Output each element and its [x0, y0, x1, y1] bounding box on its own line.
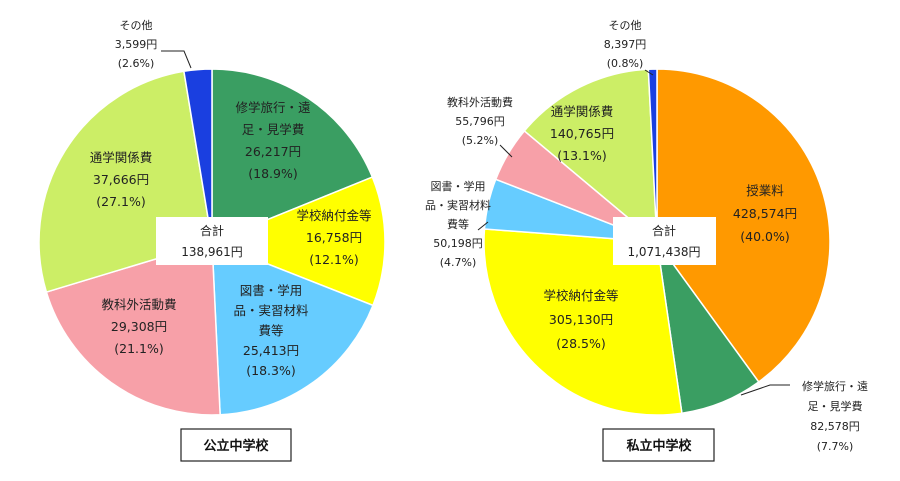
slice-label-amount: 8,397円 — [604, 38, 647, 51]
slice-label-amount: 140,765円 — [550, 126, 614, 141]
slice-label-amount: 50,198円 — [433, 237, 483, 250]
slice-label-name: その他 — [120, 19, 153, 32]
slice-label-name: 学校納付金等 — [296, 208, 371, 223]
slice-label-amount: 3,599円 — [115, 38, 158, 51]
slice-label-name: 費等 — [447, 217, 469, 231]
pie-chart-private: 授業料 428,574円 (40.0%) 修学旅行・遠足・見学費 82,578円 (7.7… — [425, 19, 868, 462]
slice-label-name: 通学関係費 — [551, 104, 614, 119]
slice-label-amount: 305,130円 — [549, 312, 613, 327]
slice-label-amount: 428,574円 — [733, 206, 797, 221]
leader-line — [477, 221, 489, 231]
pie-slice — [45, 241, 221, 416]
total-label: 合計 — [652, 223, 676, 238]
slice-label-percent: (21.1%) — [114, 341, 163, 356]
slice-label-amount: 16,758円 — [306, 230, 362, 245]
pie-slice — [647, 68, 658, 243]
slice-label-name: 通学関係費 — [90, 150, 153, 165]
leader-line — [644, 69, 654, 76]
slice-label-amount: 82,578円 — [810, 420, 860, 433]
slice-label-name: 修学旅行・遠 — [802, 379, 868, 393]
slice-label-percent: (40.0%) — [740, 229, 789, 244]
leader-line — [161, 50, 192, 69]
slice-label-name: 学校納付金等 — [543, 288, 618, 303]
chart-caption: 公立中学校 — [203, 438, 269, 454]
slice-label-amount: 26,217円 — [245, 144, 301, 159]
slice-label-name: 教科外活動費 — [447, 95, 513, 109]
slice-label-name: 教科外活動費 — [101, 297, 176, 312]
pie-slice — [656, 68, 831, 384]
pie-chart-public: 修学旅行・遠足・見学費 26,217円 (18.9%) 学校納付金等 16,758円 (1… — [38, 19, 386, 462]
slice-label-name: 図書・学用 — [431, 179, 486, 193]
slice-label-name: 足・見学費 — [242, 122, 305, 137]
slice-label-name: その他 — [609, 19, 642, 32]
slice-label-percent: (18.3%) — [246, 363, 295, 378]
pie-slice — [211, 240, 374, 416]
slice-label-percent: (13.1%) — [557, 148, 606, 163]
slice-label-name: 図書・学用 — [240, 283, 303, 298]
leader-line — [740, 384, 790, 396]
slice-label-name: 足・見学費 — [808, 399, 863, 413]
slice-label-percent: (28.5%) — [556, 336, 605, 351]
slice-label-percent: (4.7%) — [440, 256, 477, 269]
slice-label-amount: 37,666円 — [93, 172, 149, 187]
slice-label-percent: (2.6%) — [118, 57, 155, 70]
chart-caption: 私立中学校 — [626, 438, 692, 454]
slice-label-amount: 55,796円 — [455, 115, 505, 128]
slice-label-percent: (7.7%) — [817, 440, 854, 453]
slice-label-name: 授業料 — [746, 183, 784, 198]
slice-label-percent: (18.9%) — [248, 166, 297, 181]
slice-label-percent: (5.2%) — [462, 134, 499, 147]
total-value: 1,071,438円 — [627, 245, 700, 259]
chart-caption-box — [180, 428, 292, 462]
total-label: 合計 — [200, 223, 224, 238]
pie-slice — [211, 68, 374, 244]
leader-line — [499, 144, 513, 158]
pie-slice — [523, 68, 658, 244]
pie-slice — [209, 176, 386, 307]
slice-label-name: 費等 — [258, 323, 283, 338]
total-value: 138,961円 — [181, 245, 243, 259]
pie-slice — [183, 68, 213, 243]
total-box — [156, 217, 268, 265]
pie-slice — [483, 228, 683, 416]
total-box — [613, 217, 716, 265]
slice-label-name: 品・実習材料 — [425, 198, 491, 212]
slice-label-percent: (27.1%) — [96, 194, 145, 209]
slice-label-amount: 25,413円 — [243, 343, 299, 358]
chart-caption-box — [602, 428, 715, 462]
slice-label-percent: (0.8%) — [607, 57, 644, 70]
slice-label-amount: 29,308円 — [111, 319, 167, 334]
slice-label-name: 修学旅行・遠 — [235, 100, 310, 115]
slice-label-percent: (12.1%) — [309, 252, 358, 267]
slice-label-name: 品・実習材料 — [233, 303, 309, 318]
